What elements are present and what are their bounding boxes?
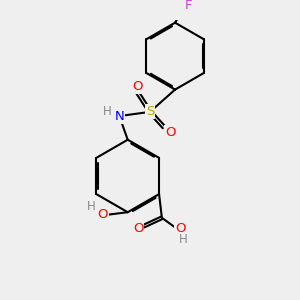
Text: O: O xyxy=(132,80,143,93)
Text: H: H xyxy=(178,233,187,246)
Text: H: H xyxy=(103,104,112,118)
Text: N: N xyxy=(115,110,124,123)
Text: S: S xyxy=(146,105,154,119)
Text: H: H xyxy=(87,200,96,213)
Text: F: F xyxy=(185,0,192,12)
Text: O: O xyxy=(175,222,186,236)
Text: O: O xyxy=(165,126,175,139)
Text: O: O xyxy=(133,222,143,236)
Text: O: O xyxy=(98,208,108,221)
